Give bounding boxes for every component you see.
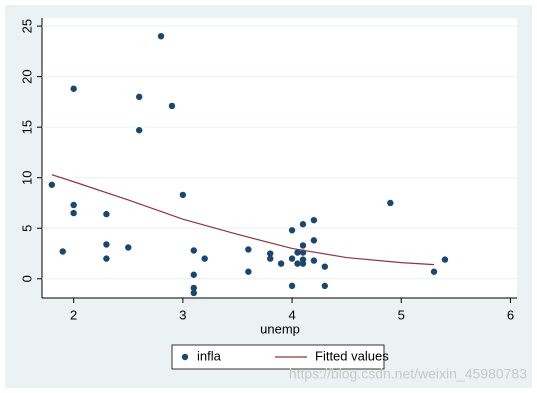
point xyxy=(135,93,143,101)
x-axis-title: unemp xyxy=(260,321,300,336)
point xyxy=(157,32,165,40)
point xyxy=(70,85,77,92)
point xyxy=(103,210,110,218)
point xyxy=(294,260,301,267)
point xyxy=(201,255,208,262)
point xyxy=(70,201,77,209)
watermark: https://blog.csdn.net/weixin_45980783 xyxy=(289,366,527,382)
point xyxy=(310,257,318,264)
x-tick-label: 3 xyxy=(179,307,186,322)
y-tick-label: 20 xyxy=(19,69,34,83)
point xyxy=(168,102,176,110)
point xyxy=(245,246,252,253)
point xyxy=(125,244,132,251)
legend-label: infla xyxy=(197,348,222,363)
point xyxy=(310,237,318,244)
point xyxy=(190,284,197,292)
point xyxy=(267,250,274,257)
point xyxy=(387,199,394,207)
y-tick-label: 10 xyxy=(19,170,34,184)
point xyxy=(321,282,329,290)
x-tick-label: 2 xyxy=(70,307,77,322)
point xyxy=(299,260,307,267)
point xyxy=(135,127,143,134)
point xyxy=(288,227,296,234)
y-tick-label: 5 xyxy=(19,225,34,232)
legend-label: Fitted values xyxy=(315,348,389,363)
fitted-line xyxy=(51,174,435,266)
point xyxy=(277,260,285,267)
point xyxy=(441,256,449,263)
point xyxy=(430,268,438,275)
point xyxy=(179,191,187,199)
point xyxy=(190,271,197,278)
point xyxy=(103,255,110,262)
point xyxy=(288,282,296,290)
y-tick-label: 15 xyxy=(19,120,34,134)
point xyxy=(310,216,318,224)
point xyxy=(48,181,56,188)
x-tick-label: 4 xyxy=(288,307,295,322)
point xyxy=(245,268,252,275)
x-tick-label: 6 xyxy=(507,307,514,322)
point xyxy=(321,263,329,270)
y-tick-label: 0 xyxy=(19,275,34,282)
point xyxy=(103,241,110,248)
point xyxy=(299,221,307,228)
point xyxy=(299,242,307,249)
legend-marker xyxy=(181,353,189,361)
plot-area xyxy=(42,18,517,298)
y-tick-label: 25 xyxy=(19,19,34,33)
point xyxy=(267,255,274,262)
x-tick-label: 5 xyxy=(398,307,405,322)
point xyxy=(190,289,197,297)
point xyxy=(190,247,197,254)
point xyxy=(70,209,77,217)
point xyxy=(288,255,296,262)
point xyxy=(294,249,301,256)
point xyxy=(59,248,66,255)
